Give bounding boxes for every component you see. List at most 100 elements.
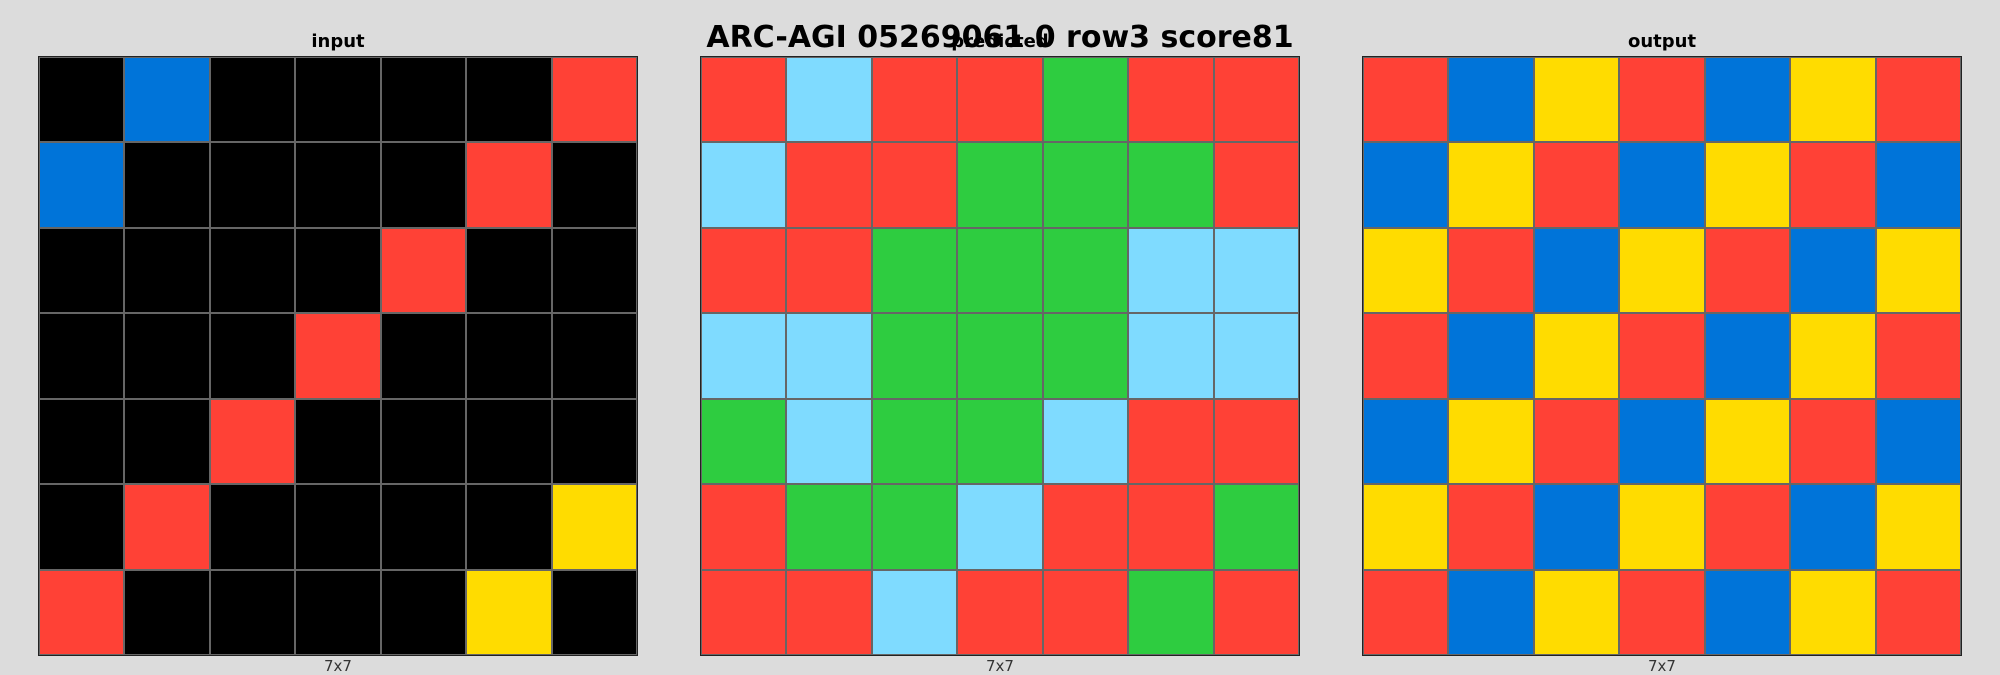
grid-cell [957, 484, 1043, 570]
grid-cell [871, 398, 958, 485]
grid-cell [39, 313, 125, 399]
grid-cell [1363, 313, 1449, 399]
output-grid [1362, 56, 1962, 656]
grid-cell [1448, 398, 1534, 485]
grid-cell [380, 484, 467, 570]
grid-cell [209, 227, 296, 314]
grid-cell [124, 398, 210, 485]
grid-cell [1448, 484, 1534, 570]
grid-cell [1363, 569, 1449, 655]
grid-cell [1042, 313, 1129, 399]
grid-cell [295, 569, 381, 655]
grid-cell [209, 57, 296, 143]
page-title: ARC-AGI 05269061 0 row3 score81 [706, 20, 1294, 55]
grid-cell [380, 227, 467, 314]
grid-cell [1790, 569, 1876, 655]
grid-cell [1042, 398, 1129, 485]
grid-cell [1704, 227, 1791, 314]
grid-cell [1128, 227, 1214, 314]
grid-cell [1875, 227, 1961, 314]
input-panel-title: input [311, 31, 365, 52]
grid-cell [466, 398, 552, 485]
grid-cell [295, 313, 381, 399]
grid-cell [209, 313, 296, 399]
grid-cell [1533, 313, 1620, 399]
output-dims-label: 7x7 [1648, 657, 1676, 675]
grid-cell [871, 57, 958, 143]
grid-cell [380, 313, 467, 399]
grid-cell [124, 227, 210, 314]
grid-cell [871, 484, 958, 570]
grid-cell [380, 57, 467, 143]
grid-cell [957, 227, 1043, 314]
grid-cell [1790, 227, 1876, 314]
grid-cell [1042, 484, 1129, 570]
grid-cell [786, 227, 872, 314]
grid-cell [295, 142, 381, 228]
grid-cell [124, 484, 210, 570]
grid-cell [124, 142, 210, 228]
grid-cell [1619, 569, 1705, 655]
grid-cell [1619, 142, 1705, 228]
grid-cell [380, 569, 467, 655]
grid-cell [1363, 398, 1449, 485]
grid-cell [1213, 398, 1299, 485]
grid-cell [209, 142, 296, 228]
grid-cell [551, 484, 637, 570]
grid-cell [1533, 227, 1620, 314]
grid-cell [701, 57, 787, 143]
output-panel-title: output [1627, 31, 1697, 52]
grid-cell [124, 313, 210, 399]
predicted-grid [700, 56, 1300, 656]
grid-cell [786, 313, 872, 399]
grid-cell [551, 142, 637, 228]
grid-cell [1875, 484, 1961, 570]
grid-cell [551, 57, 637, 143]
grid-cell [1790, 57, 1876, 143]
grid-cell [39, 484, 125, 570]
grid-cell [1042, 227, 1129, 314]
grid-cell [1619, 313, 1705, 399]
grid-cell [551, 569, 637, 655]
grid-cell [39, 398, 125, 485]
grid-cell [466, 313, 552, 399]
grid-cell [1363, 227, 1449, 314]
grid-cell [957, 313, 1043, 399]
grid-cell [1533, 398, 1620, 485]
grid-cell [786, 57, 872, 143]
grid-cell [1448, 142, 1534, 228]
grid-cell [1533, 57, 1620, 143]
grid-cell [380, 398, 467, 485]
grid-cell [786, 398, 872, 485]
grid-cell [701, 398, 787, 485]
grid-cell [1128, 569, 1214, 655]
grid-cell [871, 142, 958, 228]
grid-cell [1619, 484, 1705, 570]
grid-cell [1619, 398, 1705, 485]
grid-cell [551, 227, 637, 314]
grid-cell [1363, 57, 1449, 143]
grid-cell [701, 142, 787, 228]
grid-cell [1619, 57, 1705, 143]
grid-cell [1213, 57, 1299, 143]
grid-cell [1875, 569, 1961, 655]
grid-cell [1790, 142, 1876, 228]
grid-cell [466, 57, 552, 143]
grid-cell [786, 142, 872, 228]
grid-cell [1042, 569, 1129, 655]
grid-cell [1213, 227, 1299, 314]
grid-cell [1875, 142, 1961, 228]
grid-cell [1704, 484, 1791, 570]
grid-cell [1448, 569, 1534, 655]
grid-cell [701, 484, 787, 570]
grid-cell [1619, 227, 1705, 314]
grid-cell [1875, 398, 1961, 485]
grid-cell [1704, 57, 1791, 143]
grid-cell [871, 569, 958, 655]
grid-cell [39, 142, 125, 228]
grid-cell [39, 569, 125, 655]
grid-cell [124, 569, 210, 655]
grid-cell [466, 569, 552, 655]
grid-cell [1363, 484, 1449, 570]
grid-cell [1704, 313, 1791, 399]
